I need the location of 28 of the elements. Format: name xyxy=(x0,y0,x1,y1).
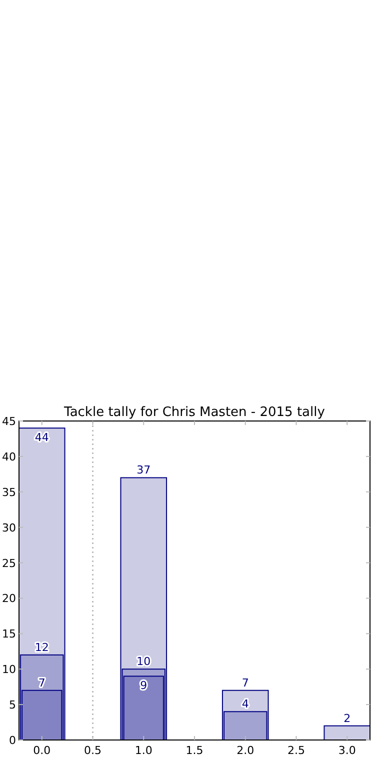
x-tick-label: 2.0 xyxy=(236,744,254,757)
data-label: 37 xyxy=(136,464,151,477)
x-tick-label: 2.5 xyxy=(287,744,305,757)
data-label: 2 xyxy=(344,712,351,725)
x-tick-label: 1.0 xyxy=(134,744,152,757)
data-label: 10 xyxy=(136,655,151,668)
y-tick-label: 40 xyxy=(2,450,16,464)
y-tick-label: 5 xyxy=(9,698,16,712)
y-tick-label: 45 xyxy=(2,415,16,428)
chart-title: Tackle tally for Chris Masten - 2015 tally xyxy=(63,405,326,420)
y-tick-label: 30 xyxy=(2,521,16,534)
x-tick-label: 3.0 xyxy=(338,744,356,757)
data-label: 7 xyxy=(242,676,249,690)
data-label: 44 xyxy=(34,431,49,444)
x-tick-label: 0.5 xyxy=(84,744,102,757)
data-label: 4 xyxy=(242,698,249,711)
data-label: 9 xyxy=(140,679,148,692)
y-tick-label: 15 xyxy=(2,628,16,641)
x-tick-label: 1.5 xyxy=(186,744,204,757)
y-tick-label: 25 xyxy=(2,556,16,570)
data-label: 7 xyxy=(38,676,46,690)
y-tick-label: 20 xyxy=(2,592,16,606)
y-tick-label: 35 xyxy=(2,486,16,499)
y-tick-label: 0 xyxy=(9,734,16,747)
x-tick-label: 0.0 xyxy=(33,744,51,757)
data-label: 12 xyxy=(34,640,49,654)
bar xyxy=(324,725,370,740)
y-tick-label: 10 xyxy=(2,663,16,676)
